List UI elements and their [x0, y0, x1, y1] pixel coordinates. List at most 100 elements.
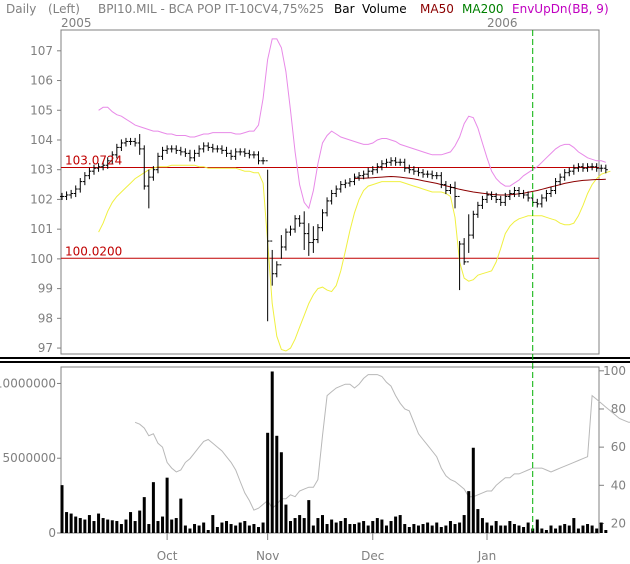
x-axis-tick-label: Jan: [477, 549, 497, 563]
price-bar: [293, 215, 298, 233]
price-bar: [347, 178, 352, 187]
x-axis-tick-label: Oct: [157, 549, 178, 563]
volume-bar: [279, 452, 283, 533]
price-bar: [320, 209, 325, 232]
envelope-lower-line: [98, 164, 611, 352]
volume-bar: [115, 521, 119, 533]
volume-bar: [215, 527, 219, 533]
header-bar: Bar: [334, 2, 355, 16]
volume-bar: [60, 485, 64, 533]
price-bar: [599, 164, 604, 172]
price-bar: [334, 185, 339, 198]
reference-line-label: 100.0200: [65, 244, 122, 258]
price-bar: [270, 240, 275, 286]
volume-bar: [302, 518, 306, 533]
price-bar: [101, 161, 106, 171]
volume-bar: [412, 524, 416, 533]
price-bar: [311, 226, 316, 253]
volume-bar: [78, 518, 82, 533]
volume-y-tick-label: 5000000: [3, 451, 56, 465]
price-reference-lines: [61, 167, 599, 259]
volume-bar: [170, 519, 174, 533]
price-bar: [160, 146, 165, 160]
volume-bar: [426, 522, 430, 533]
volume-bar: [147, 524, 151, 533]
price-bar: [494, 192, 499, 203]
ma50-line: [354, 175, 606, 196]
price-y-axis: 97 98 99 100 101 102 103 104 105 106 107: [30, 44, 61, 355]
volume-panel: 0 5000000 10000000 20 40 60 80 100: [0, 364, 630, 540]
volume-bar: [87, 515, 91, 533]
header-symbol: BPI10.MIL - BCA POP IT-10CV4,75%25: [98, 2, 324, 16]
price-bar: [192, 149, 197, 162]
volume-bar: [348, 524, 352, 533]
volume-bar: [586, 524, 590, 533]
envelope-upper-line: [98, 38, 606, 210]
price-y-tick-label: 97: [38, 341, 53, 355]
volume-bar: [403, 524, 407, 533]
price-y-tick-label: 98: [38, 311, 53, 325]
price-bar: [393, 157, 398, 166]
header-period: Daily: [6, 2, 36, 16]
volume-bar: [357, 522, 361, 533]
volume-bar: [563, 524, 567, 533]
price-y-tick-label: 99: [38, 282, 53, 296]
oscillator-y-tick-label: 100: [603, 364, 626, 378]
price-bar: [521, 189, 526, 199]
volume-bar: [289, 521, 292, 533]
volume-bar: [490, 525, 494, 533]
volume-bar: [110, 520, 114, 533]
volume-bar: [581, 525, 585, 533]
price-y-tick-label: 107: [30, 44, 53, 58]
volume-bar: [604, 530, 608, 533]
price-bar: [325, 197, 330, 217]
volume-bar: [293, 518, 297, 533]
price-bar: [517, 186, 521, 198]
price-bar: [183, 148, 188, 157]
price-y-tick-label: 100: [30, 252, 53, 266]
price-y-tick-label: 106: [30, 74, 53, 88]
oscillator-y-tick-label: 40: [611, 478, 626, 492]
oscillator-y-tick-label: 80: [611, 402, 626, 416]
price-bar: [165, 145, 170, 154]
price-bar: [224, 146, 229, 157]
price-bar: [146, 169, 151, 209]
price-bar: [352, 173, 357, 186]
price-bar: [535, 198, 540, 208]
price-bar: [265, 160, 270, 322]
volume-bar: [307, 500, 311, 533]
price-y-tick-label: 105: [30, 103, 53, 117]
volume-bar: [284, 504, 288, 533]
volume-plot-frame: [60, 366, 600, 534]
price-bar: [489, 191, 494, 201]
price-bar: [512, 186, 517, 198]
volume-bar: [366, 525, 370, 533]
price-bar: [562, 169, 567, 181]
price-bar: [247, 149, 252, 159]
price-bar: [229, 149, 234, 160]
price-bar: [201, 142, 206, 153]
volume-bar: [275, 435, 279, 533]
volume-bar: [183, 525, 187, 533]
header-ma50: MA50: [420, 2, 454, 16]
price-bar: [466, 214, 471, 263]
volume-bar: [220, 522, 224, 533]
volume-bar: [503, 525, 507, 533]
price-bar: [398, 158, 403, 166]
volume-bar: [101, 518, 105, 533]
price-bar: [457, 195, 462, 291]
volume-bar: [229, 524, 233, 533]
price-bar: [443, 181, 448, 195]
volume-bar: [133, 521, 137, 533]
price-bar: [233, 148, 238, 160]
price-bar: [69, 189, 74, 199]
volume-bar: [467, 491, 471, 533]
price-bar: [485, 191, 490, 203]
price-bar: [503, 192, 508, 206]
price-bar: [453, 181, 458, 209]
oscillator-series-line: [134, 374, 630, 511]
volume-bar: [188, 528, 192, 533]
price-bar: [366, 167, 371, 178]
price-bar: [439, 172, 444, 189]
volume-bar: [595, 528, 599, 533]
